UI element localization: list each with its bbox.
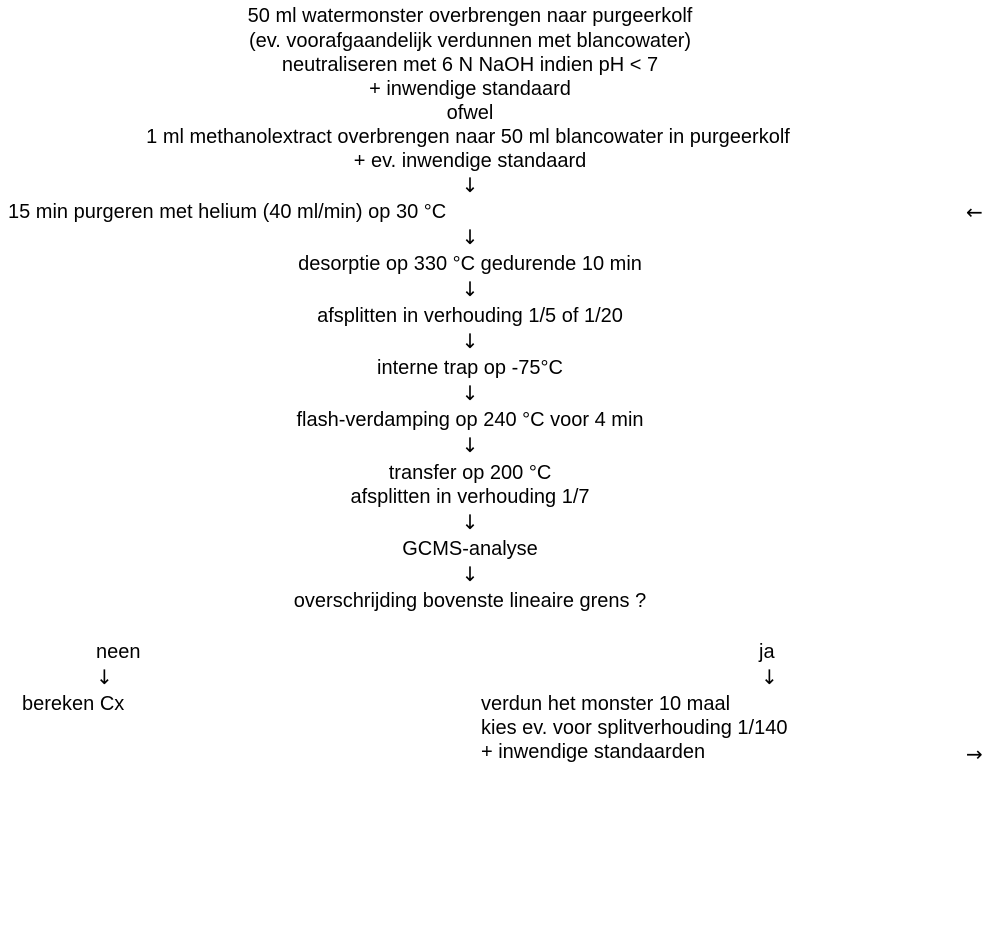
step-flash-evaporation: flash-verdamping op 240 °C voor 4 min bbox=[296, 409, 644, 431]
step-desorption: desorptie op 330 °C gedurende 10 min bbox=[298, 253, 642, 275]
branch-no-label: neen bbox=[96, 641, 141, 663]
step-split-1: afsplitten in verhouding 1/5 of 1/20 bbox=[317, 305, 623, 327]
down-arrow-icon: ↓ bbox=[96, 665, 113, 689]
branch-yes-action-split-ratio: kies ev. voor splitverhouding 1/140 bbox=[481, 717, 788, 739]
step-split-2: afsplitten in verhouding 1/7 bbox=[350, 486, 590, 508]
left-arrow-icon: ← bbox=[966, 200, 983, 224]
branch-no-action: bereken Cx bbox=[22, 693, 125, 715]
down-arrow-icon: ↓ bbox=[761, 665, 778, 689]
step-purge: 15 min purgeren met helium (40 ml/min) o… bbox=[8, 201, 447, 223]
down-arrow-icon: ↓ bbox=[461, 225, 479, 249]
branch-yes-action-dilute: verdun het monster 10 maal bbox=[481, 693, 731, 715]
down-arrow-icon: ↓ bbox=[461, 329, 479, 353]
down-arrow-icon: ↓ bbox=[461, 381, 479, 405]
down-arrow-icon: ↓ bbox=[461, 433, 479, 457]
branch-yes-action-internal-standards: + inwendige standaarden bbox=[481, 741, 706, 763]
down-arrow-icon: ↓ bbox=[461, 173, 479, 197]
step-transfer: transfer op 200 °C bbox=[388, 462, 552, 484]
down-arrow-icon: ↓ bbox=[461, 277, 479, 301]
step-optional-dilution: (ev. voorafgaandelijk verdunnen met blan… bbox=[248, 30, 692, 52]
branch-yes-label: ja bbox=[759, 641, 775, 663]
step-internal-trap: interne trap op -75°C bbox=[377, 357, 563, 379]
step-methanol-extract: 1 ml methanolextract overbrengen naar 50… bbox=[146, 126, 790, 148]
or-label: ofwel bbox=[446, 102, 494, 124]
right-arrow-icon: → bbox=[966, 742, 983, 766]
step-sample-transfer: 50 ml watermonster overbrengen naar purg… bbox=[247, 5, 693, 27]
decision-question: overschrijding bovenste lineaire grens ? bbox=[293, 590, 647, 612]
down-arrow-icon: ↓ bbox=[461, 510, 479, 534]
step-optional-internal-standard: + ev. inwendige standaard bbox=[353, 150, 587, 172]
step-internal-standard: + inwendige standaard bbox=[369, 78, 571, 100]
down-arrow-icon: ↓ bbox=[461, 562, 479, 586]
step-gcms-analysis: GCMS-analyse bbox=[402, 538, 538, 560]
step-neutralize: neutraliseren met 6 N NaOH indien pH < 7 bbox=[281, 54, 659, 76]
